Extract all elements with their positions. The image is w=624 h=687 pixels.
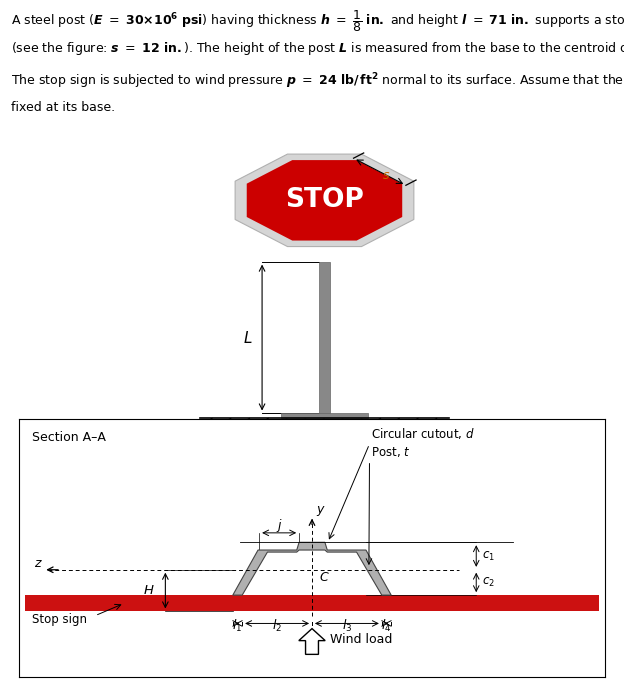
- Bar: [281, 414, 368, 418]
- Text: Wind load: Wind load: [329, 633, 392, 646]
- Text: $c_2$: $c_2$: [482, 576, 495, 589]
- Polygon shape: [246, 160, 402, 240]
- Text: $z$: $z$: [34, 557, 43, 570]
- Text: Circular cutout, $d$: Circular cutout, $d$: [371, 427, 475, 441]
- Text: (see the figure: $\boldsymbol{s}$ $=$ $\mathbf{12}$ $\mathbf{in.}$). The height : (see the figure: $\boldsymbol{s}$ $=$ $\…: [11, 41, 624, 58]
- FancyArrow shape: [299, 629, 325, 654]
- Text: $l_4$: $l_4$: [381, 618, 392, 634]
- Text: A steel post ($\boldsymbol{E}$ $=$ $\mathbf{30{\times}10^6}$ $\mathbf{psi}$) hav: A steel post ($\boldsymbol{E}$ $=$ $\mat…: [11, 8, 624, 34]
- Text: $l_2$: $l_2$: [272, 618, 282, 634]
- Text: $C$: $C$: [319, 571, 329, 584]
- Text: $L$: $L$: [243, 330, 253, 346]
- Text: Section A–A: Section A–A: [32, 431, 105, 444]
- Text: fixed at its base.: fixed at its base.: [11, 101, 115, 114]
- Bar: [319, 262, 330, 414]
- Text: $H$: $H$: [143, 584, 155, 597]
- Text: $l_3$: $l_3$: [342, 618, 352, 634]
- Polygon shape: [235, 154, 414, 247]
- Text: Post, $t$: Post, $t$: [371, 444, 410, 458]
- Text: $l_1$: $l_1$: [232, 618, 243, 634]
- Text: Stop sign: Stop sign: [32, 613, 87, 626]
- Text: $c_1$: $c_1$: [482, 550, 495, 563]
- Text: The stop sign is subjected to wind pressure $\boldsymbol{p}$ $=$ $\mathbf{24\ lb: The stop sign is subjected to wind press…: [11, 71, 624, 91]
- Bar: [24, 595, 600, 611]
- Text: $s$: $s$: [383, 169, 391, 181]
- Polygon shape: [233, 542, 391, 595]
- Text: $y$: $y$: [316, 504, 326, 518]
- Text: STOP: STOP: [285, 188, 364, 214]
- Text: $j$: $j$: [276, 517, 283, 534]
